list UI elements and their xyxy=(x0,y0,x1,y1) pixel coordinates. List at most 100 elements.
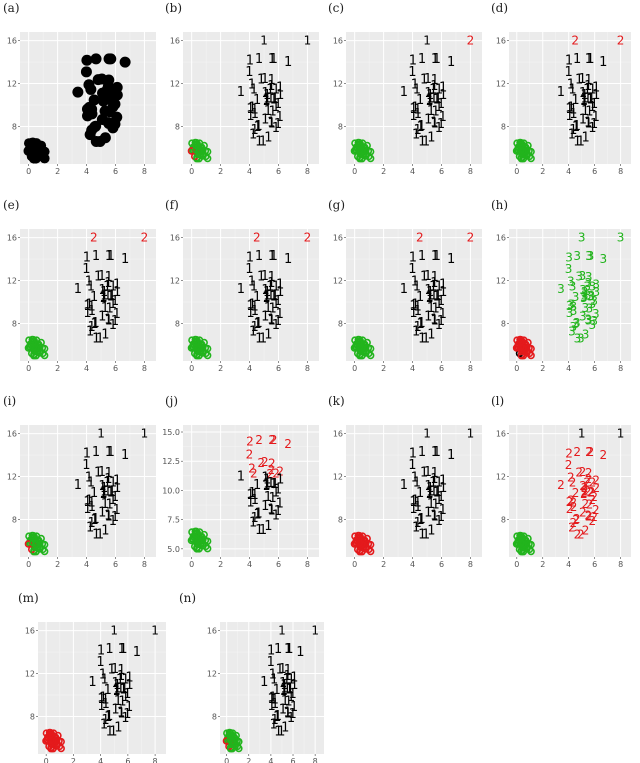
data-point: 1 xyxy=(569,107,577,122)
data-point: 1 xyxy=(409,502,417,517)
data-point: 1 xyxy=(117,706,125,721)
data-point: 1 xyxy=(97,643,105,658)
data-point: 1 xyxy=(267,116,275,131)
data-point: 1 xyxy=(426,285,434,300)
data-point: 2 xyxy=(579,505,587,519)
data-point: 1 xyxy=(88,495,96,510)
data-point: 1 xyxy=(259,523,267,538)
y-tick-label: 8 xyxy=(338,515,343,524)
data-point: 1 xyxy=(439,481,447,496)
y-tick-label: 8 xyxy=(338,319,343,328)
data-point: 2 xyxy=(90,231,98,245)
data-point: 1 xyxy=(262,290,270,305)
data-point: 1 xyxy=(113,277,121,292)
data-point: 1 xyxy=(284,642,292,657)
data-point: 1 xyxy=(414,320,422,335)
data-point: 1 xyxy=(125,670,133,685)
data-point: 1 xyxy=(575,73,583,88)
y-tick-label: 16 xyxy=(333,37,343,46)
data-point: 1 xyxy=(431,270,439,285)
data-point: 2 xyxy=(589,475,597,489)
data-point: 1 xyxy=(101,301,109,316)
data-point: 1 xyxy=(584,116,592,131)
data-point: 1 xyxy=(112,676,120,691)
data-point: 1 xyxy=(585,52,593,67)
data-point: 3 xyxy=(565,262,573,276)
data-point: 1 xyxy=(262,479,270,494)
data-point xyxy=(28,153,39,164)
data-point: 1 xyxy=(427,131,435,146)
data-point: 1 xyxy=(98,505,106,520)
data-point: 3 xyxy=(579,309,587,323)
data-point: 3 xyxy=(617,231,625,245)
data-point: 1 xyxy=(133,645,141,660)
data-point: 1 xyxy=(101,524,109,539)
data-point: 1 xyxy=(85,297,93,312)
x-tick-label: 6 xyxy=(113,167,118,176)
data-point: 1 xyxy=(121,448,129,463)
data-point: 1 xyxy=(431,73,439,88)
data-point: 1 xyxy=(267,503,275,518)
x-tick-label: 6 xyxy=(276,364,281,373)
data-point: 1 xyxy=(118,695,126,710)
data-point: 1 xyxy=(113,307,121,322)
data-point: 2 xyxy=(304,231,312,245)
data-point: 1 xyxy=(272,486,280,501)
data-point: 1 xyxy=(432,105,440,120)
data-point: 1 xyxy=(109,475,117,490)
data-point: 2 xyxy=(467,231,475,245)
data-point: 1 xyxy=(437,97,445,112)
y-tick-label: 8 xyxy=(501,122,506,131)
data-point: 1 xyxy=(429,83,437,98)
data-point: 1 xyxy=(109,297,117,312)
data-point: 1 xyxy=(287,690,295,705)
data-point xyxy=(47,744,55,753)
data-point: 2 xyxy=(276,464,284,478)
y-tick-label: 12 xyxy=(7,80,17,89)
data-point: 2 xyxy=(250,466,258,480)
data-point: 1 xyxy=(426,484,434,499)
data-point: 1 xyxy=(270,477,278,492)
data-point: 1 xyxy=(424,465,432,480)
data-point xyxy=(356,351,364,360)
data-point: 1 xyxy=(429,476,437,491)
data-point: 1 xyxy=(431,52,439,67)
data-point: 1 xyxy=(74,478,82,493)
data-point: 1 xyxy=(245,65,253,80)
data-point: 1 xyxy=(250,279,258,294)
data-point: 1 xyxy=(276,88,284,103)
data-point: 1 xyxy=(253,93,261,108)
data-point: 1 xyxy=(276,285,284,300)
data-point: 1 xyxy=(269,718,277,733)
x-tick-label: 4 xyxy=(566,167,571,176)
y-tick-label: 15.0 xyxy=(162,428,180,437)
data-point: 1 xyxy=(106,498,114,513)
x-tick-label: 8 xyxy=(153,757,158,763)
y-tick-label: 12 xyxy=(170,277,180,286)
data-point: 1 xyxy=(90,486,98,501)
data-point: 1 xyxy=(86,325,94,340)
data-point: 3 xyxy=(589,318,597,332)
data-point: 1 xyxy=(107,485,115,500)
data-point: 2 xyxy=(467,34,475,48)
x-tick-label: 0 xyxy=(352,364,357,373)
y-tick-label: 8 xyxy=(501,515,506,524)
data-point: 1 xyxy=(418,527,426,542)
plot-background xyxy=(183,229,319,361)
data-point: 1 xyxy=(92,445,100,460)
data-point: 1 xyxy=(414,123,422,138)
y-tick-label: 16 xyxy=(7,37,17,46)
data-point: 1 xyxy=(565,53,573,68)
data-point xyxy=(517,539,525,547)
data-point: 1 xyxy=(267,288,275,303)
data-point: 3 xyxy=(590,314,598,328)
data-point: 1 xyxy=(272,279,280,294)
x-tick-label: 4 xyxy=(247,364,252,373)
data-point: 1 xyxy=(267,655,275,670)
data-point: 3 xyxy=(569,279,577,293)
x-tick-label: 8 xyxy=(618,167,623,176)
data-point: 1 xyxy=(599,55,607,70)
